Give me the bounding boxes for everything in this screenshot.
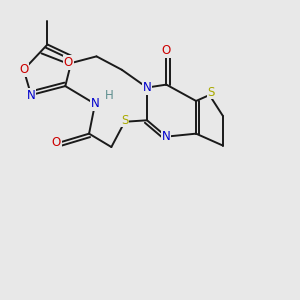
Text: O: O bbox=[52, 136, 61, 149]
Text: N: N bbox=[91, 98, 99, 110]
Text: S: S bbox=[121, 114, 128, 127]
Text: O: O bbox=[19, 63, 28, 76]
Text: S: S bbox=[207, 85, 214, 98]
Text: H: H bbox=[105, 88, 114, 101]
Text: N: N bbox=[162, 130, 171, 143]
Text: N: N bbox=[143, 81, 152, 94]
Text: O: O bbox=[64, 56, 73, 69]
Text: N: N bbox=[27, 88, 35, 101]
Text: O: O bbox=[162, 44, 171, 57]
